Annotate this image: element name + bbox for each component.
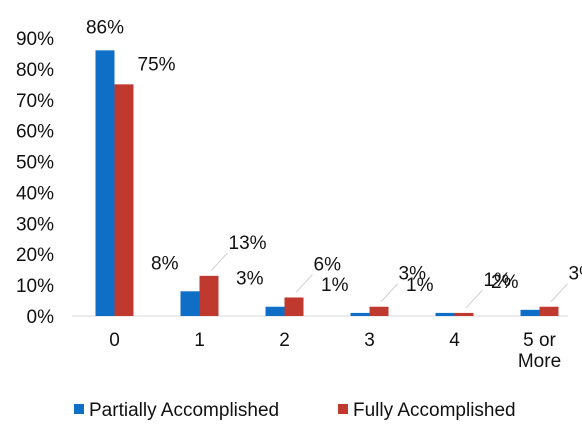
y-tick-label: 30% — [16, 214, 54, 235]
x-tick-label: 0 — [109, 330, 120, 351]
y-tick-label: 60% — [16, 122, 54, 143]
leader-line — [210, 252, 228, 272]
legend-swatch — [338, 404, 348, 414]
x-tick-label: 1 — [194, 330, 205, 351]
bar-fully — [199, 275, 219, 316]
leader-line — [295, 274, 313, 293]
bar-partially — [265, 306, 285, 316]
bar-fully — [539, 306, 559, 316]
bar-partially — [180, 291, 200, 316]
x-tick-label: More — [518, 351, 561, 372]
bar-partially — [520, 309, 540, 316]
bar-fully — [114, 84, 134, 316]
legend-label: Partially Accomplished — [89, 400, 279, 421]
bar-fully — [369, 306, 389, 316]
x-tick-label: 3 — [364, 330, 375, 351]
leader-line — [380, 283, 398, 303]
legend-label: Fully Accomplished — [353, 400, 516, 421]
y-axis: 0% 10% 20% 30% 40% 50% 60% 70% 80% 90% — [16, 29, 54, 328]
y-tick-label: 80% — [16, 60, 54, 81]
bar-fully — [454, 312, 474, 316]
data-label: 75% — [138, 54, 176, 75]
data-label: 8% — [151, 253, 179, 274]
x-tick-label: 2 — [279, 330, 290, 351]
y-tick-label: 70% — [16, 91, 54, 112]
y-tick-label: 90% — [16, 29, 54, 50]
data-label: 86% — [86, 17, 124, 38]
x-tick-label: 4 — [449, 330, 460, 351]
y-tick-label: 0% — [27, 307, 55, 328]
data-label: 3% — [399, 264, 427, 285]
data-label: 13% — [229, 233, 267, 254]
leader-line — [550, 283, 568, 303]
data-label: 1% — [484, 270, 512, 291]
y-tick-label: 10% — [16, 276, 54, 297]
data-label: 3% — [236, 269, 264, 290]
data-label: 3% — [569, 264, 582, 285]
data-label: 6% — [314, 254, 342, 275]
data-label: 2% — [491, 272, 519, 293]
bar-partially — [350, 312, 370, 316]
legend: Partially Accomplished Fully Accomplished — [74, 400, 516, 421]
data-label: 1% — [321, 275, 349, 296]
legend-swatch — [74, 404, 84, 414]
x-tick-label: 5 or — [523, 330, 556, 351]
y-tick-label: 40% — [16, 183, 54, 204]
bar-partially — [435, 312, 455, 316]
y-tick-label: 20% — [16, 245, 54, 266]
y-tick-label: 50% — [16, 153, 54, 174]
bar-partially — [95, 50, 115, 316]
bars: 86%75%8%13%3%6%1%3%1%1%2%3% — [86, 17, 582, 316]
data-label: 1% — [406, 275, 434, 296]
leader-line — [465, 289, 483, 309]
bar-fully — [284, 297, 304, 316]
